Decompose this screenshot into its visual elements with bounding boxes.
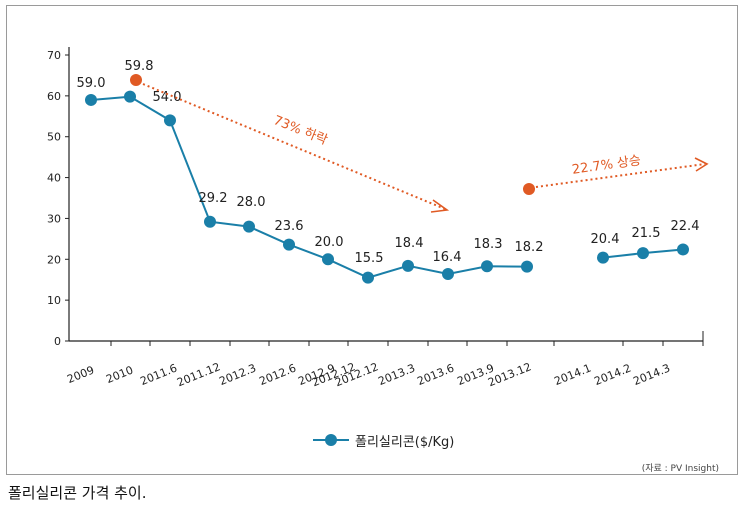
data-point: [402, 259, 414, 272]
data-point: [243, 220, 255, 233]
value-label: 15.5: [355, 251, 384, 266]
rise-arrowhead: [694, 157, 709, 172]
value-label: 29.2: [199, 191, 228, 206]
source-note: (자료 : PV Insight): [641, 464, 719, 474]
y-tick-label: 0: [54, 335, 61, 348]
data-point: [164, 114, 176, 127]
value-label: 23.6: [275, 219, 304, 234]
data-point: [322, 253, 334, 266]
x-tick-label: 2012.6: [257, 362, 298, 388]
data-point: [521, 260, 533, 273]
data-point: [283, 238, 295, 251]
x-tick-label: 2014.1: [552, 362, 593, 388]
value-label: 16.4: [433, 250, 462, 265]
y-tick-label: 10: [47, 294, 61, 307]
legend: 폴리실리콘($/Kg): [313, 430, 454, 450]
data-point: [362, 271, 374, 284]
y-tick-label: 20: [47, 253, 61, 266]
value-label: 22.4: [671, 219, 700, 234]
value-label: 18.2: [515, 240, 544, 255]
data-point: [597, 251, 609, 264]
x-tick-label: 2013.6: [415, 362, 456, 388]
data-point: [677, 243, 689, 256]
value-label: 18.4: [395, 236, 424, 251]
x-tick-label: 2013.3: [376, 362, 417, 388]
x-tick-label: 2011.6: [138, 362, 179, 388]
x-tick-label: 2014.3: [631, 362, 672, 388]
value-label: 21.5: [632, 226, 661, 241]
legend-marker: [313, 433, 349, 447]
data-point: [124, 90, 136, 103]
data-point: [442, 267, 454, 280]
value-label: 20.0: [315, 235, 344, 250]
x-tick-label: 2012.3: [217, 362, 258, 388]
y-tick-label: 70: [47, 49, 61, 62]
highlight-point: [523, 183, 535, 195]
x-tick-label: 2013.12: [486, 360, 533, 389]
data-point: [637, 247, 649, 260]
data-point: [204, 215, 216, 228]
x-tick-label: 2010: [104, 363, 135, 386]
decline-arrow-line: [142, 83, 446, 210]
value-label: 20.4: [591, 232, 620, 247]
figure-caption: 폴리실리콘 가격 추이.: [8, 484, 147, 502]
highlight-point: [130, 74, 142, 86]
data-point: [85, 93, 97, 106]
value-label: 28.0: [237, 195, 266, 210]
value-label: 59.8: [125, 59, 154, 74]
x-tick-label: 2014.2: [592, 362, 633, 388]
value-label: 59.0: [77, 76, 106, 91]
decline-arrowhead: [430, 199, 450, 213]
y-tick-label: 50: [47, 131, 61, 144]
y-tick-label: 60: [47, 90, 61, 103]
value-label: 54.0: [153, 90, 182, 105]
x-tick-label: 2009: [65, 363, 96, 386]
y-tick-label: 40: [47, 172, 61, 185]
rise-arrow-line: [535, 163, 706, 188]
legend-label: 폴리실리콘($/Kg): [355, 434, 455, 450]
x-tick-label: 2011.12: [175, 360, 222, 389]
series-line: [90, 95, 528, 279]
y-tick-label: 30: [47, 212, 61, 225]
decline-annotation: 73% 하락: [271, 113, 329, 148]
chart-frame: 0 10 20 30 40 50 60 70 2009 2010 2011.6 2011.12 2012…: [6, 5, 738, 475]
data-point: [481, 260, 493, 273]
value-label: 18.3: [474, 237, 503, 252]
